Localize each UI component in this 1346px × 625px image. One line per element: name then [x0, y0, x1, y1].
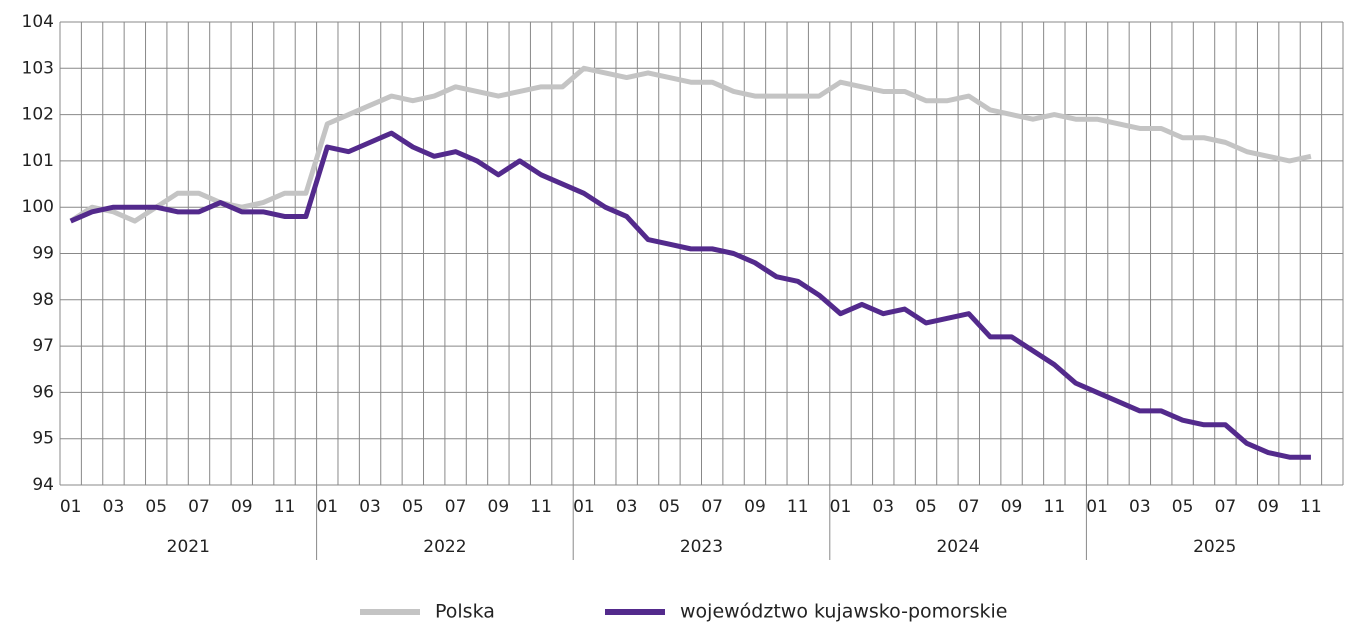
x-tick-label: 05 — [1172, 497, 1194, 517]
x-tick-label: 03 — [872, 497, 894, 517]
x-tick-label: 07 — [1215, 497, 1237, 517]
x-tick-label: 11 — [1300, 497, 1322, 517]
legend-label: województwo kujawsko-pomorskie — [680, 601, 1007, 623]
x-group-label: 2023 — [680, 537, 723, 557]
x-tick-label: 09 — [1257, 497, 1279, 517]
x-group-label: 2025 — [1193, 537, 1236, 557]
x-group-label: 2024 — [936, 537, 979, 557]
x-tick-label: 11 — [530, 497, 552, 517]
x-tick-label: 03 — [1129, 497, 1151, 517]
x-tick-label: 01 — [1086, 497, 1108, 517]
x-tick-label: 07 — [188, 497, 210, 517]
x-tick-label: 07 — [958, 497, 980, 517]
x-tick-label: 05 — [402, 497, 424, 517]
x-tick-label: 01 — [830, 497, 852, 517]
x-tick-label: 03 — [616, 497, 638, 517]
y-tick-label: 103 — [22, 58, 54, 78]
x-tick-label: 07 — [701, 497, 723, 517]
x-tick-label: 09 — [744, 497, 766, 517]
y-tick-label: 98 — [32, 290, 54, 310]
y-tick-label: 96 — [32, 382, 54, 402]
x-tick-label: 01 — [316, 497, 338, 517]
y-tick-label: 101 — [22, 151, 54, 171]
x-tick-label: 01 — [573, 497, 595, 517]
x-group-label: 2021 — [167, 537, 210, 557]
x-tick-label: 07 — [445, 497, 467, 517]
y-tick-label: 95 — [32, 429, 54, 449]
series-line — [69, 130, 1311, 460]
x-tick-label: 05 — [915, 497, 937, 517]
x-group-label: 2022 — [423, 537, 466, 557]
x-tick-label: 09 — [231, 497, 253, 517]
legend-label: Polska — [435, 601, 495, 623]
y-tick-label: 102 — [22, 105, 54, 125]
x-tick-label: 05 — [145, 497, 167, 517]
y-tick-label: 99 — [32, 244, 54, 264]
y-tick-label: 97 — [32, 336, 54, 356]
x-tick-label: 05 — [659, 497, 681, 517]
x-tick-label: 09 — [1001, 497, 1023, 517]
x-tick-label: 09 — [488, 497, 510, 517]
y-tick-label: 104 — [22, 12, 54, 32]
y-tick-label: 100 — [22, 197, 54, 217]
x-tick-label: 11 — [787, 497, 809, 517]
x-tick-label: 03 — [359, 497, 381, 517]
x-tick-label: 11 — [274, 497, 296, 517]
x-tick-label: 01 — [60, 497, 82, 517]
series-line — [69, 65, 1312, 224]
y-tick-label: 94 — [32, 475, 54, 495]
x-tick-label: 03 — [103, 497, 125, 517]
x-tick-label: 11 — [1044, 497, 1066, 517]
